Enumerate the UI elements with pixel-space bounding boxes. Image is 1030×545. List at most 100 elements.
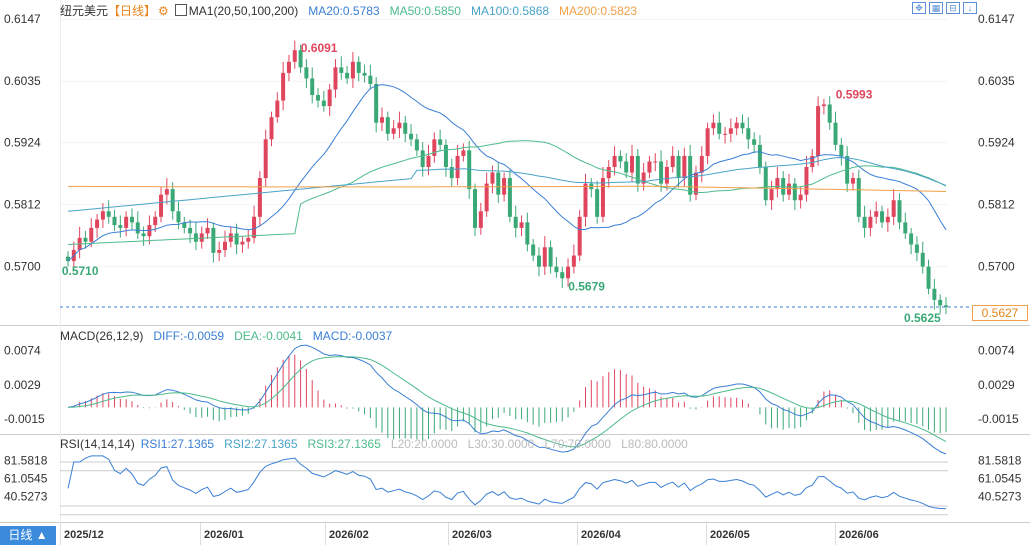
rsi-tick-left: 61.0545 (4, 472, 48, 486)
candle (909, 233, 914, 245)
candles (66, 40, 948, 314)
time-label: 2026/03 (452, 529, 492, 541)
candle (676, 155, 681, 179)
ma20-line (67, 84, 947, 262)
candle (484, 183, 489, 212)
candle (810, 155, 815, 167)
high-annotation: 0.5993 (836, 87, 873, 101)
time-label: 2026/05 (710, 529, 750, 541)
candle (624, 161, 629, 173)
candle (455, 155, 460, 179)
candle (926, 266, 931, 289)
rsi-tick-right: 61.0545 (978, 472, 1022, 486)
candle (304, 67, 309, 79)
expand-icon[interactable]: ✥ (912, 2, 926, 14)
candle (536, 255, 541, 267)
high-annotation: 0.6091 (301, 41, 338, 55)
candle (414, 139, 419, 151)
macd-tick-left: 0.0074 (4, 343, 41, 357)
candle (531, 244, 536, 256)
candle (891, 200, 896, 217)
candle (95, 219, 100, 228)
candle (804, 167, 809, 195)
candle (426, 155, 431, 167)
candle (944, 305, 948, 308)
ma100-line (67, 157, 947, 212)
candle (920, 252, 925, 267)
candle (781, 178, 786, 195)
candle (635, 155, 640, 184)
candle (409, 133, 414, 140)
candle (757, 144, 762, 167)
rsi-tick-right: 40.5273 (978, 490, 1022, 504)
candle (821, 104, 826, 107)
grid-icon[interactable]: ▦ (929, 2, 943, 14)
main-legend: 纽元美元【日线】 ⚙ MA1(20,50,100,200) MA20:0.5783 MA… (60, 2, 647, 19)
candle (798, 194, 803, 201)
time-label: 2026/06 (839, 529, 879, 541)
price-tick-right: 0.5812 (978, 198, 1015, 212)
down-arrow-icon[interactable]: ↓ (963, 2, 977, 14)
time-label: 2026/01 (204, 529, 244, 541)
macd-tick-left: -0.0015 (4, 412, 45, 426)
candle (566, 266, 571, 279)
candle (310, 78, 315, 96)
candle (211, 227, 216, 253)
candle (769, 189, 774, 201)
ma200-line (68, 185, 947, 192)
candle (461, 150, 466, 156)
price-tick-left: 0.5700 (4, 260, 41, 274)
ma100-value: MA100:0.5868 (470, 4, 550, 18)
candle (298, 50, 303, 68)
macd-tick-right: -0.0015 (978, 412, 1019, 426)
ma-icon[interactable] (174, 4, 187, 16)
rsi-l30: L30:30.0000 (467, 437, 535, 451)
candle (903, 222, 908, 234)
period-tag[interactable]: 【日线】 (108, 4, 157, 18)
candle (473, 189, 478, 228)
candle (833, 122, 838, 145)
price-tick-right: 0.5700 (978, 260, 1015, 274)
candle (164, 189, 169, 195)
candle (711, 122, 716, 129)
candle (525, 222, 530, 245)
macd-diff: DIFF:-0.0059 (153, 329, 225, 343)
candle (763, 167, 768, 201)
candle (275, 100, 280, 118)
candle (880, 211, 885, 223)
candle (345, 72, 350, 79)
time-label: 2026/02 (329, 529, 369, 541)
candle (670, 155, 675, 167)
candle (467, 150, 472, 190)
candle (246, 237, 251, 242)
candle (513, 216, 518, 228)
candle (595, 189, 600, 217)
candle (222, 241, 227, 251)
period-button[interactable]: 日线 ▲ (0, 526, 56, 545)
rsi-l80: L80:80.0000 (621, 437, 688, 451)
ma20-value: MA20:0.5783 (308, 4, 380, 18)
candle (897, 200, 902, 223)
candle (124, 216, 129, 228)
macd-dea: DEA:-0.0041 (234, 329, 303, 343)
gear-icon[interactable]: ⚙ (158, 4, 169, 18)
candle (188, 227, 193, 234)
collapse-icon[interactable]: ⊟ (946, 2, 960, 14)
time-label: 2025/12 (64, 529, 104, 541)
candle (281, 72, 286, 101)
candle (606, 167, 611, 179)
candle (693, 172, 698, 195)
candle (496, 172, 501, 195)
candle (420, 150, 425, 167)
candle (135, 222, 140, 234)
candle (182, 222, 187, 228)
candle (286, 61, 291, 73)
price-tick-right: 0.6147 (978, 12, 1015, 26)
rsi-tick-left: 40.5273 (4, 490, 48, 504)
candle (938, 299, 943, 306)
candle (914, 244, 919, 253)
candle (176, 211, 181, 223)
price-tick-right: 0.5924 (978, 136, 1015, 150)
macd-tick-left: 0.0029 (4, 378, 41, 392)
low-annotation: 0.5710 (62, 264, 99, 278)
